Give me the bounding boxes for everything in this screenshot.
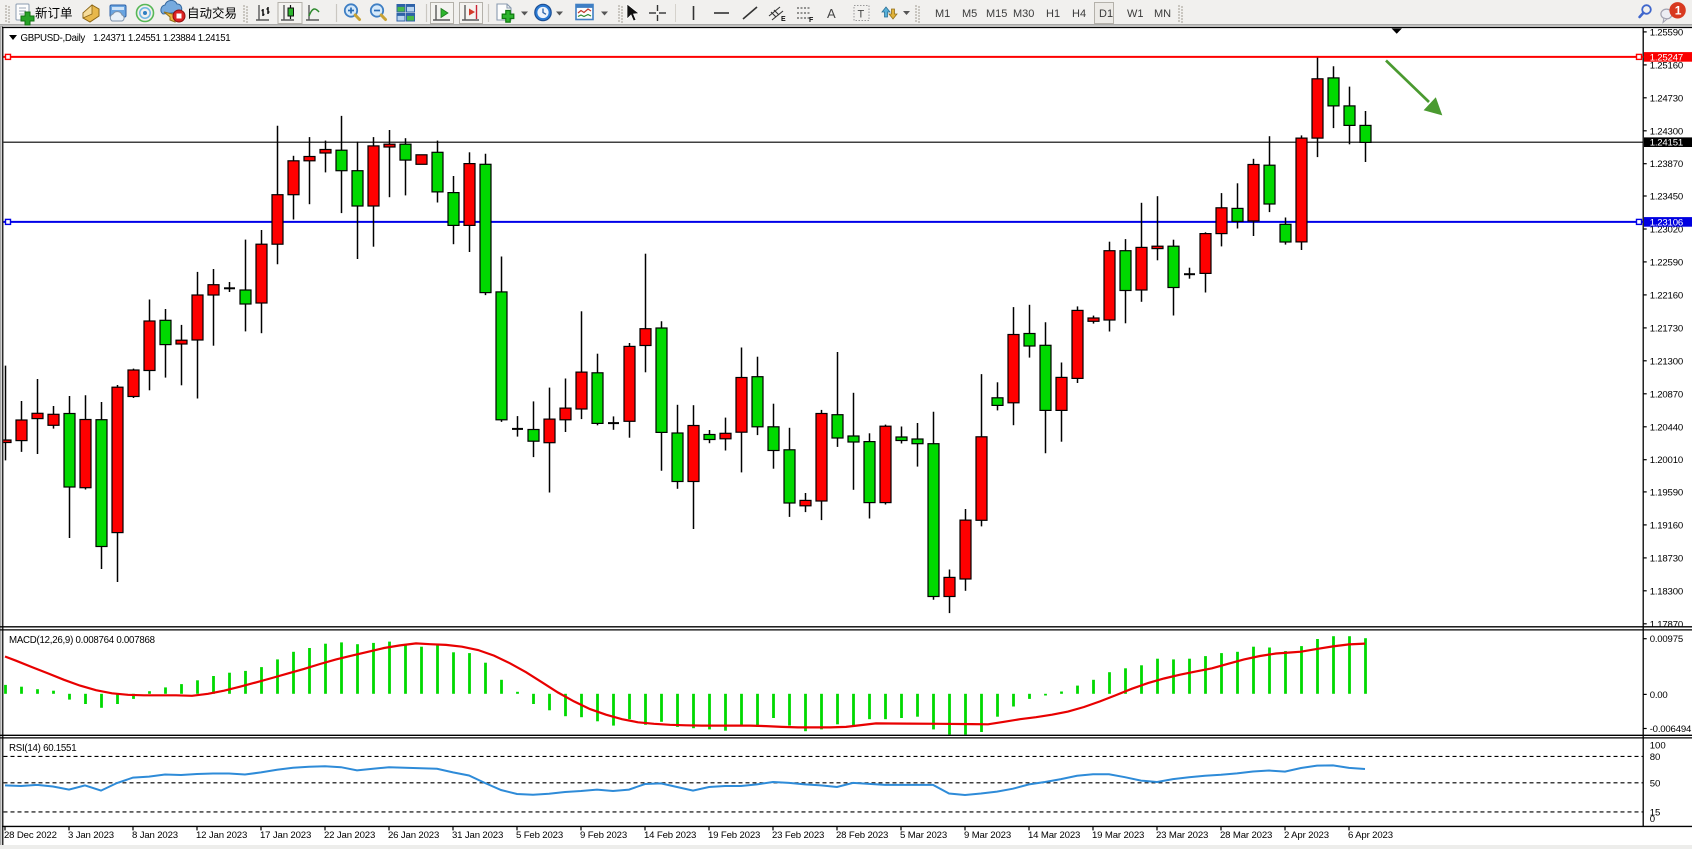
svg-text:1.20870: 1.20870: [1650, 389, 1683, 400]
svg-text:1.24151: 1.24151: [1650, 138, 1683, 149]
svg-text:MN: MN: [1154, 8, 1171, 20]
svg-text:1.25247: 1.25247: [1650, 52, 1683, 63]
svg-text:1.23020: 1.23020: [1650, 225, 1683, 236]
svg-text:50: 50: [1650, 778, 1661, 789]
svg-text:D1: D1: [1099, 8, 1113, 20]
svg-text:MACD(12,26,9) 0.008764 0.00786: MACD(12,26,9) 0.008764 0.007868: [9, 635, 155, 646]
svg-text:1.22590: 1.22590: [1650, 257, 1683, 268]
svg-text:3 Jan 2023: 3 Jan 2023: [68, 830, 114, 841]
svg-text:6 Apr 2023: 6 Apr 2023: [1348, 830, 1393, 841]
svg-text:自动交易: 自动交易: [187, 6, 237, 21]
svg-text:1.24300: 1.24300: [1650, 126, 1683, 137]
svg-text:19 Mar 2023: 19 Mar 2023: [1092, 830, 1144, 841]
svg-text:新订单: 新订单: [35, 6, 73, 21]
svg-text:22 Jan 2023: 22 Jan 2023: [324, 830, 375, 841]
svg-text:E: E: [781, 16, 786, 23]
svg-text:M5: M5: [962, 8, 977, 20]
svg-text:28 Mar 2023: 28 Mar 2023: [1220, 830, 1272, 841]
svg-text:1.25590: 1.25590: [1650, 27, 1683, 38]
svg-text:M15: M15: [986, 8, 1007, 20]
svg-text:H1: H1: [1046, 8, 1060, 20]
svg-text:1.23870: 1.23870: [1650, 159, 1683, 170]
svg-text:26 Jan 2023: 26 Jan 2023: [388, 830, 439, 841]
svg-text:1.23450: 1.23450: [1650, 192, 1683, 203]
svg-text:1.24371 1.24551 1.23884 1.2415: 1.24371 1.24551 1.23884 1.24151: [93, 33, 230, 44]
svg-text:0.00975: 0.00975: [1650, 634, 1683, 645]
svg-text:GBPUSD-,Daily: GBPUSD-,Daily: [21, 33, 86, 44]
svg-text:5 Feb 2023: 5 Feb 2023: [516, 830, 563, 841]
svg-text:1.20010: 1.20010: [1650, 455, 1683, 466]
svg-text:100: 100: [1650, 740, 1666, 751]
svg-text:1.19160: 1.19160: [1650, 520, 1683, 531]
svg-text:80: 80: [1650, 752, 1661, 763]
svg-text:1.20440: 1.20440: [1650, 422, 1683, 433]
svg-text:23 Feb 2023: 23 Feb 2023: [772, 830, 824, 841]
svg-text:1.18730: 1.18730: [1650, 553, 1683, 564]
svg-text:M1: M1: [935, 8, 950, 20]
svg-text:15: 15: [1650, 808, 1661, 819]
svg-text:9 Mar 2023: 9 Mar 2023: [964, 830, 1011, 841]
svg-text:W1: W1: [1127, 8, 1144, 20]
svg-text:9 Feb 2023: 9 Feb 2023: [580, 830, 627, 841]
svg-text:19 Feb 2023: 19 Feb 2023: [708, 830, 760, 841]
svg-text:28 Feb 2023: 28 Feb 2023: [836, 830, 888, 841]
svg-text:1.23106: 1.23106: [1650, 217, 1683, 228]
svg-text:A: A: [827, 6, 836, 21]
svg-text:31 Jan 2023: 31 Jan 2023: [452, 830, 503, 841]
svg-text:1.22160: 1.22160: [1650, 290, 1683, 301]
svg-text:F: F: [809, 17, 814, 24]
svg-text:28 Dec 2022: 28 Dec 2022: [4, 830, 57, 841]
svg-text:RSI(14) 60.1551: RSI(14) 60.1551: [9, 743, 76, 754]
svg-text:1.21300: 1.21300: [1650, 356, 1683, 367]
svg-text:1.18300: 1.18300: [1650, 586, 1683, 597]
svg-text:1.25160: 1.25160: [1650, 60, 1683, 71]
svg-text:M30: M30: [1013, 8, 1034, 20]
svg-text:14 Mar 2023: 14 Mar 2023: [1028, 830, 1080, 841]
svg-text:12 Jan 2023: 12 Jan 2023: [196, 830, 247, 841]
svg-text:H4: H4: [1072, 8, 1086, 20]
svg-text:23 Mar 2023: 23 Mar 2023: [1156, 830, 1208, 841]
svg-text:2 Apr 2023: 2 Apr 2023: [1284, 830, 1329, 841]
svg-text:0: 0: [1650, 814, 1655, 825]
svg-text:17 Jan 2023: 17 Jan 2023: [260, 830, 311, 841]
svg-text:14 Feb 2023: 14 Feb 2023: [644, 830, 696, 841]
svg-text:1.24730: 1.24730: [1650, 93, 1683, 104]
svg-text:1: 1: [1675, 4, 1682, 18]
svg-text:1.19590: 1.19590: [1650, 487, 1683, 498]
svg-text:0.00: 0.00: [1650, 690, 1668, 701]
svg-text:8 Jan 2023: 8 Jan 2023: [132, 830, 178, 841]
svg-text:-0.006494: -0.006494: [1650, 724, 1692, 735]
svg-text:1.17870: 1.17870: [1650, 619, 1683, 630]
svg-text:1.21730: 1.21730: [1650, 323, 1683, 334]
svg-text:T: T: [858, 9, 865, 21]
svg-text:5 Mar 2023: 5 Mar 2023: [900, 830, 947, 841]
